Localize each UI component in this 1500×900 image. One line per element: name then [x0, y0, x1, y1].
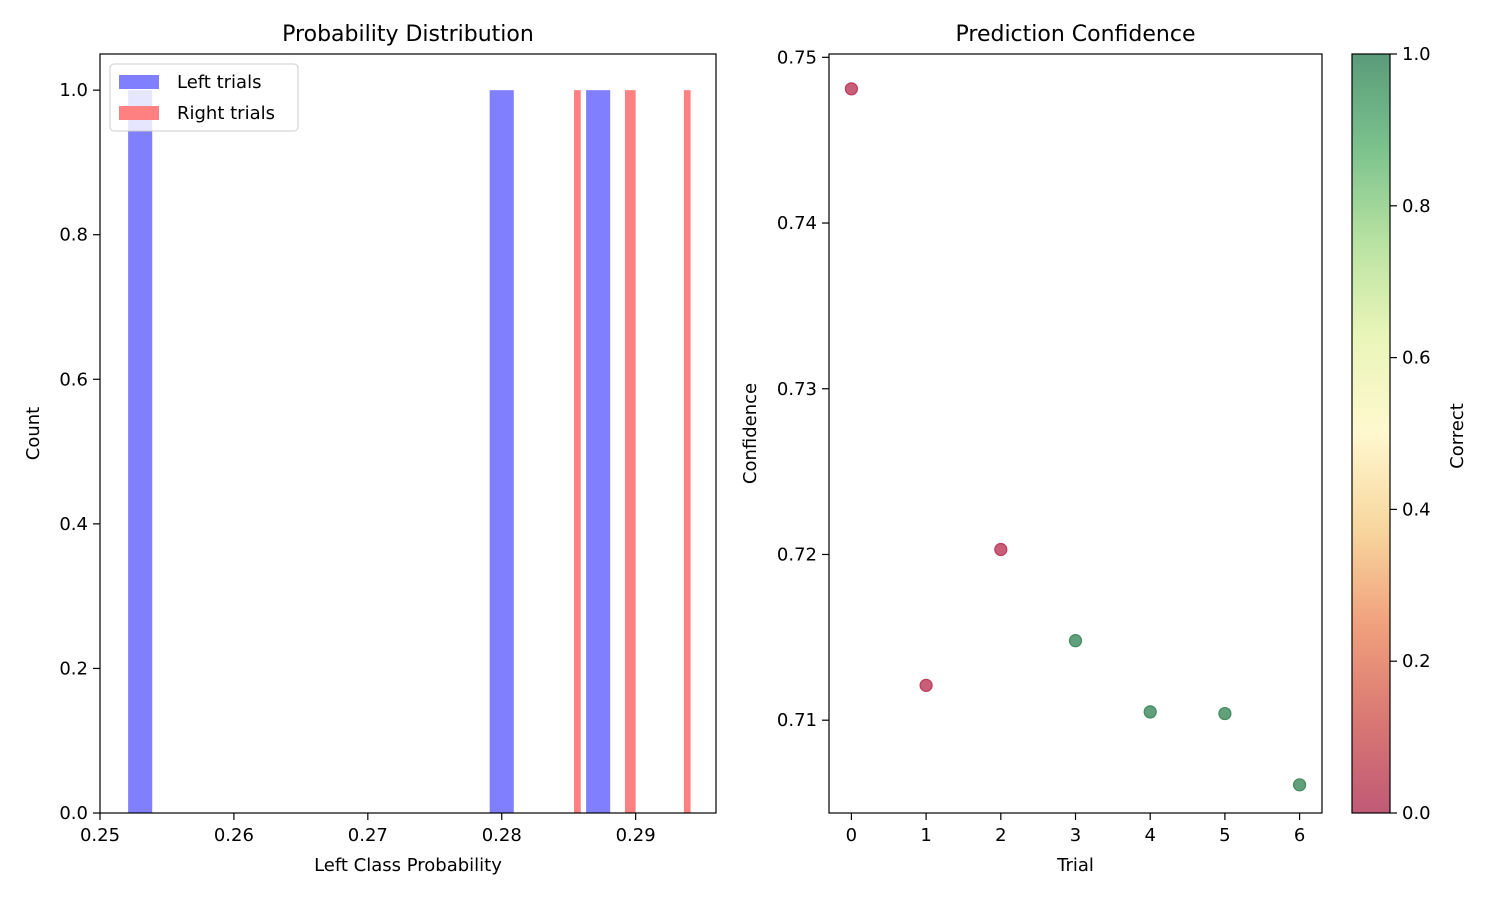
prediction-confidence-chart: 0 1 2 3 4 5 6 0.71 0.72 0.73 0.74 0.75 Prediction C…	[740, 22, 1323, 876]
right-y-tick-label-4: 0.75	[777, 47, 817, 68]
left-legend-swatch-1	[119, 106, 159, 120]
left-y-tick-label-4: 0.8	[59, 225, 88, 246]
right-x-tick-label-5: 5	[1219, 825, 1230, 846]
right-x-tick-label-0: 0	[846, 825, 857, 846]
right-point-1	[919, 678, 933, 692]
right-point-5	[1218, 706, 1232, 721]
right-x-tick-label-3: 3	[1070, 825, 1081, 846]
right-y-tick-label-2: 0.73	[777, 379, 817, 400]
left-axes-group: 0.25 0.26 0.27 0.28 0.29 0.0 0.2 0.4 0.6 0.8 1.0	[59, 53, 717, 846]
left-y-tick-label-5: 1.0	[59, 80, 88, 101]
left-legend-label-1: Right trials	[177, 103, 275, 124]
right-texts-group: Prediction Confidence Trial Confidence	[740, 22, 1195, 876]
left-x-tick-label-2: 0.27	[348, 825, 388, 846]
colorbar: 0.0 0.2 0.4 0.6 0.8 1.0 Correct	[1351, 44, 1468, 824]
left-x-axis-label: Left Class Probability	[314, 855, 502, 876]
left-legend: Left trials Right trials	[109, 63, 299, 132]
right-x-tick-label-6: 6	[1294, 825, 1305, 846]
left-bar-1-2	[683, 90, 691, 813]
colorbar-graphics: 0.0 0.2 0.4 0.6 0.8 1.0	[1351, 44, 1431, 824]
left-plot-background	[100, 54, 716, 813]
left-bar-1-1	[624, 90, 636, 813]
left-legend-swatch-0	[119, 75, 159, 89]
left-chart-title: Probability Distribution	[282, 22, 534, 47]
right-x-axis-label: Trial	[1056, 855, 1094, 876]
left-bar-0-0	[128, 90, 153, 813]
right-chart-title: Prediction Confidence	[956, 22, 1196, 47]
left-bars-group	[128, 90, 691, 813]
left-y-tick-label-2: 0.4	[59, 514, 88, 535]
colorbar-tick-label-0: 0.0	[1402, 803, 1431, 824]
left-plot-frame	[99, 53, 717, 814]
left-y-tick-label-0: 0.0	[59, 803, 88, 824]
right-axes-group: 0 1 2 3 4 5 6 0.71 0.72 0.73 0.74 0.75	[777, 47, 1323, 846]
left-y-axis-label: Count	[23, 407, 44, 460]
left-bar-0-2	[586, 90, 611, 813]
left-x-tick-label-1: 0.26	[214, 825, 254, 846]
right-point-2	[994, 542, 1008, 557]
colorbar-tick-label-1: 0.2	[1402, 651, 1431, 672]
colorbar-tick-label-4: 0.8	[1402, 196, 1431, 217]
right-y-axis-label: Confidence	[740, 383, 761, 484]
right-y-tick-label-0: 0.71	[777, 710, 817, 731]
right-x-tick-label-1: 1	[920, 825, 931, 846]
colorbar-tick-label-2: 0.4	[1402, 499, 1431, 520]
left-texts-group: Probability Distribution Left Class Prob…	[23, 22, 534, 876]
left-legend-label-0: Left trials	[177, 72, 261, 93]
colorbar-label: Correct	[1447, 403, 1468, 469]
right-plot-background	[829, 54, 1322, 813]
right-y-tick-label-3: 0.74	[777, 213, 817, 234]
right-x-tick-label-4: 4	[1144, 825, 1155, 846]
left-bar-0-1	[489, 90, 514, 813]
left-x-tick-label-4: 0.29	[616, 825, 656, 846]
left-y-tick-label-1: 0.2	[59, 658, 88, 679]
right-points-group	[844, 82, 1307, 792]
left-x-tick-label-3: 0.28	[482, 825, 522, 846]
right-point-6	[1292, 778, 1307, 792]
right-x-tick-label-2: 2	[995, 825, 1006, 846]
right-point-0	[844, 82, 859, 96]
right-y-tick-label-1: 0.72	[777, 544, 817, 565]
right-point-4	[1143, 705, 1157, 719]
colorbar-tick-label-5: 1.0	[1402, 44, 1431, 65]
colorbar-gradient	[1351, 53, 1391, 814]
left-bar-1-0	[574, 90, 581, 813]
colorbar-tick-label-3: 0.6	[1402, 348, 1431, 369]
right-point-3	[1068, 634, 1083, 648]
probability-distribution-chart: 0.25 0.26 0.27 0.28 0.29 0.0 0.2 0.4 0.6 0.8 1.0 P…	[23, 22, 717, 876]
left-y-tick-label-3: 0.6	[59, 369, 88, 390]
left-x-tick-label-0: 0.25	[80, 825, 120, 846]
